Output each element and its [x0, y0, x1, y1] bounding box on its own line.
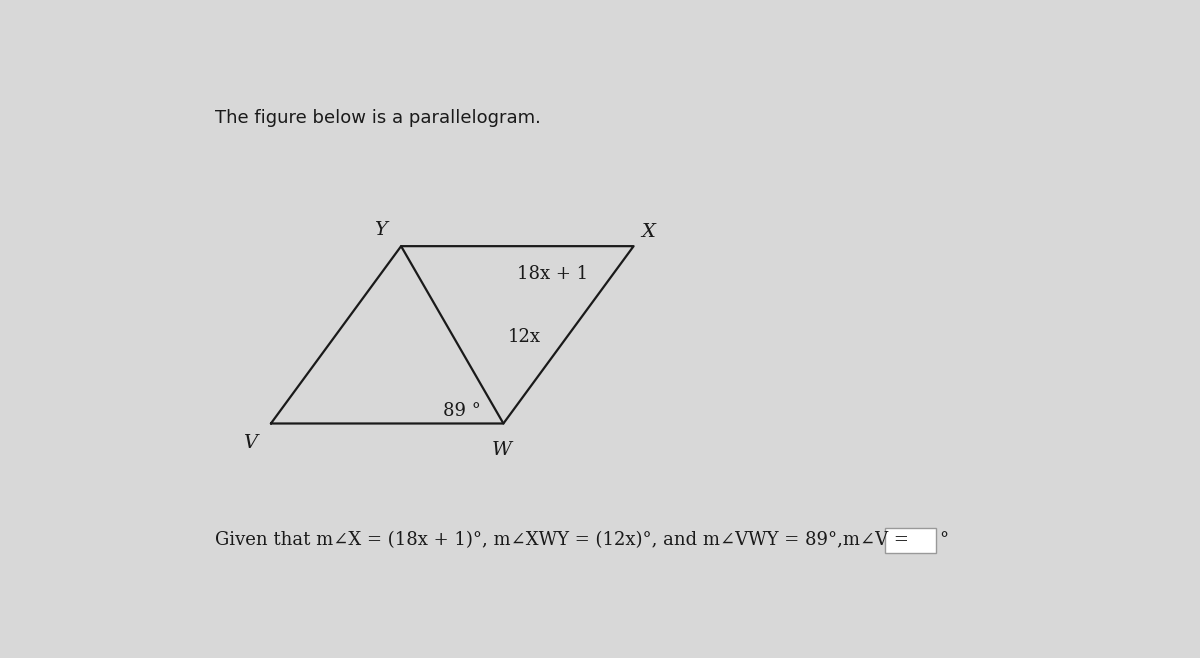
- Text: V: V: [242, 434, 257, 451]
- Text: Given that m∠X = (18x + 1)°, m∠XWY = (12x)°, and m∠VWY = 89°,m∠V =: Given that m∠X = (18x + 1)°, m∠XWY = (12…: [215, 531, 908, 549]
- FancyBboxPatch shape: [884, 528, 936, 553]
- Text: 18x + 1: 18x + 1: [517, 265, 588, 283]
- Text: The figure below is a parallelogram.: The figure below is a parallelogram.: [215, 109, 541, 128]
- Text: Y: Y: [374, 220, 388, 239]
- Text: W: W: [492, 442, 511, 459]
- Text: 89 °: 89 °: [443, 402, 481, 420]
- Text: °: °: [940, 531, 949, 549]
- Text: 12x: 12x: [508, 328, 541, 346]
- Text: X: X: [641, 223, 655, 241]
